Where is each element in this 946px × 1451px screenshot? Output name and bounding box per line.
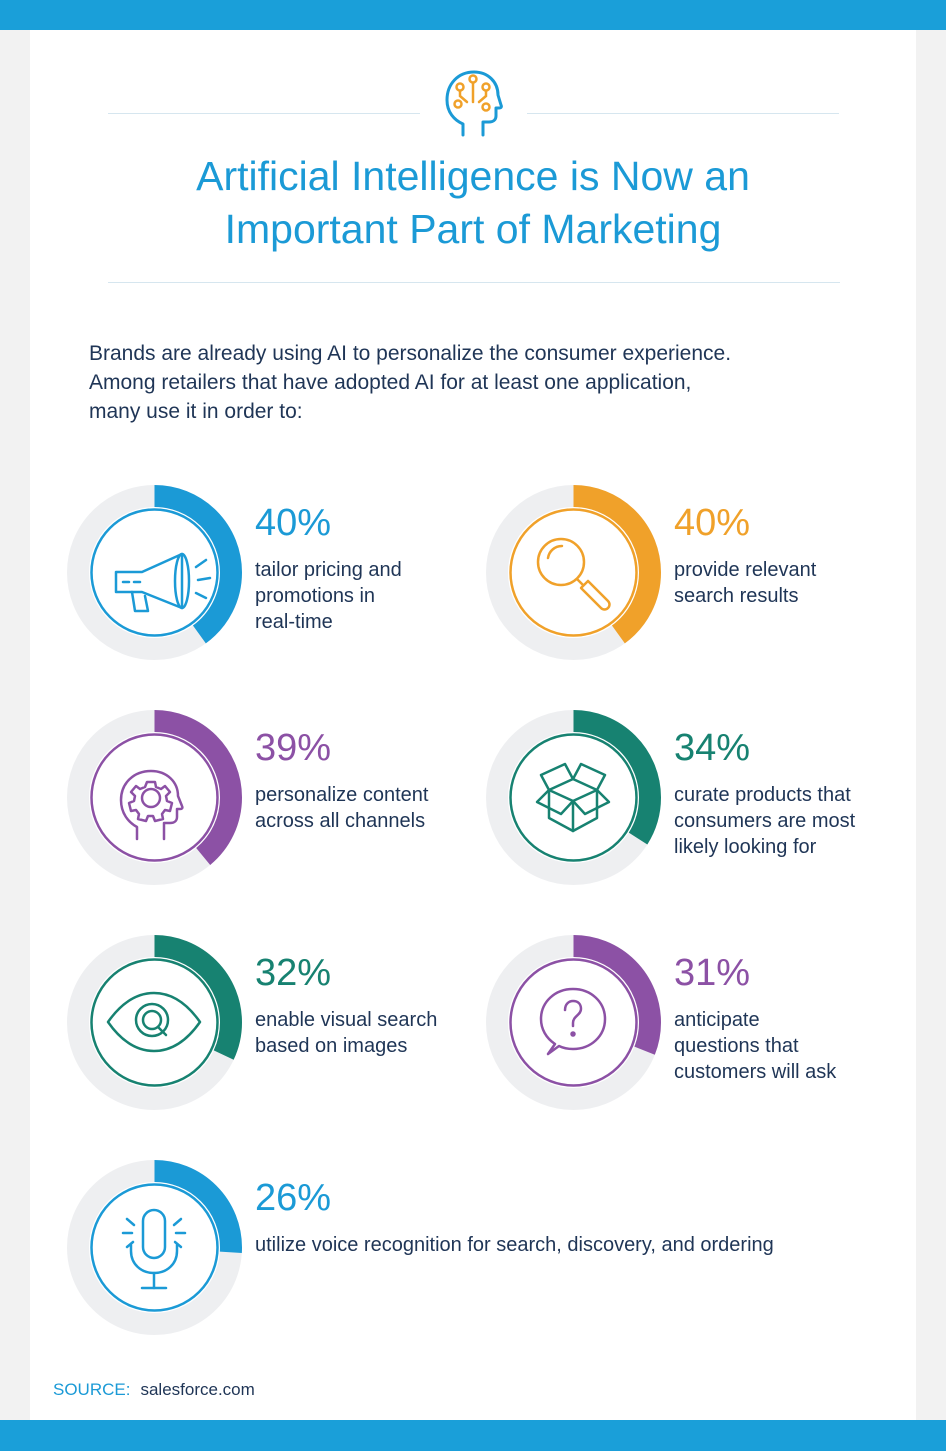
stat-label-line-3: real-time (255, 611, 333, 633)
progress-ring (486, 710, 661, 885)
stat-visual-search: 32% enable visual search based on images (67, 935, 497, 1110)
stat-personalize-content: 39% personalize content across all chann… (67, 710, 497, 885)
progress-arc (67, 485, 242, 660)
stat-percent: 26% (255, 1177, 332, 1219)
stat-voice-recognition: 26% utilize voice recognition for search… (67, 1160, 857, 1335)
stat-anticipate-questions: 31% anticipate questions that customers … (486, 935, 916, 1110)
stat-percent: 32% (255, 952, 332, 994)
stat-label-line-1: utilize voice recognition for search, di… (255, 1234, 774, 1256)
progress-arc (67, 1160, 242, 1335)
progress-ring (67, 485, 242, 660)
progress-ring (67, 935, 242, 1110)
eye-icon (106, 991, 202, 1053)
intro-line-3: many use it in order to: (89, 400, 303, 423)
stat-label: tailor pricing and promotions in real-ti… (255, 557, 500, 635)
stat-label-line-1: enable visual search (255, 1009, 438, 1031)
intro-text: Brands are already using AI to personali… (89, 339, 879, 426)
progress-ring (67, 1160, 242, 1335)
source-label: SOURCE: (53, 1380, 131, 1399)
progress-arc (486, 710, 661, 885)
progress-arc (67, 935, 242, 1110)
top-border (0, 0, 946, 30)
stat-percent: 39% (255, 727, 332, 769)
microphone-icon (121, 1208, 187, 1290)
megaphone-icon (114, 552, 212, 613)
intro-line-2: Among retailers that have adopted AI for… (89, 371, 692, 394)
stat-label: personalize content across all channels (255, 782, 500, 834)
open-box-icon (535, 762, 611, 833)
header-rule-right (527, 113, 839, 114)
stat-label-line-2: search results (674, 585, 799, 607)
stat-label-line-2: across all channels (255, 810, 426, 832)
progress-ring (486, 935, 661, 1110)
stat-label-line-2: based on images (255, 1035, 408, 1057)
bottom-border (0, 1420, 946, 1451)
progress-ring (67, 710, 242, 885)
stat-percent: 31% (674, 952, 751, 994)
stat-label-line-1: anticipate (674, 1009, 760, 1031)
stat-label-line-1: curate products that (674, 784, 851, 806)
progress-arc (486, 935, 661, 1110)
stat-label-line-1: tailor pricing and (255, 559, 402, 581)
stat-label-line-3: likely looking for (674, 836, 817, 858)
stat-curate-products: 34% curate products that consumers are m… (486, 710, 916, 885)
stat-label-line-2: consumers are most (674, 810, 856, 832)
magnifier-icon (536, 537, 611, 611)
stat-label: curate products that consumers are most … (674, 782, 919, 860)
progress-ring (486, 485, 661, 660)
stat-percent: 40% (255, 502, 332, 544)
source-credit: SOURCE: salesforce.com (53, 1380, 255, 1400)
question-bubble-icon (539, 987, 607, 1056)
stat-label-line-2: questions that (674, 1035, 799, 1057)
stat-label-line-1: provide relevant (674, 559, 817, 581)
head-gear-icon (119, 769, 184, 841)
header-rule-left (108, 113, 420, 114)
progress-arc (67, 710, 242, 885)
stat-label: provide relevant search results (674, 557, 919, 609)
stat-label: utilize voice recognition for search, di… (255, 1232, 895, 1258)
stat-label-line-1: personalize content (255, 784, 429, 806)
stat-percent: 40% (674, 502, 751, 544)
stat-search-results: 40% provide relevant search results (486, 485, 916, 660)
stat-tailor-pricing: 40% tailor pricing and promotions in rea… (67, 485, 497, 660)
stat-label: enable visual search based on images (255, 1007, 500, 1059)
ai-head-icon (445, 70, 503, 137)
page-title: Artificial Intelligence is Now an Import… (0, 150, 946, 256)
source-value: salesforce.com (140, 1380, 255, 1399)
progress-arc (486, 485, 661, 660)
title-rule (108, 282, 840, 283)
intro-line-1: Brands are already using AI to personali… (89, 342, 732, 365)
title-line-2: Important Part of Marketing (224, 206, 722, 252)
stat-label-line-2: promotions in (255, 585, 376, 607)
stat-percent: 34% (674, 727, 751, 769)
title-line-1: Artificial Intelligence is Now an (196, 153, 750, 199)
stat-label-line-3: customers will ask (674, 1061, 837, 1083)
stat-label: anticipate questions that customers will… (674, 1007, 919, 1085)
